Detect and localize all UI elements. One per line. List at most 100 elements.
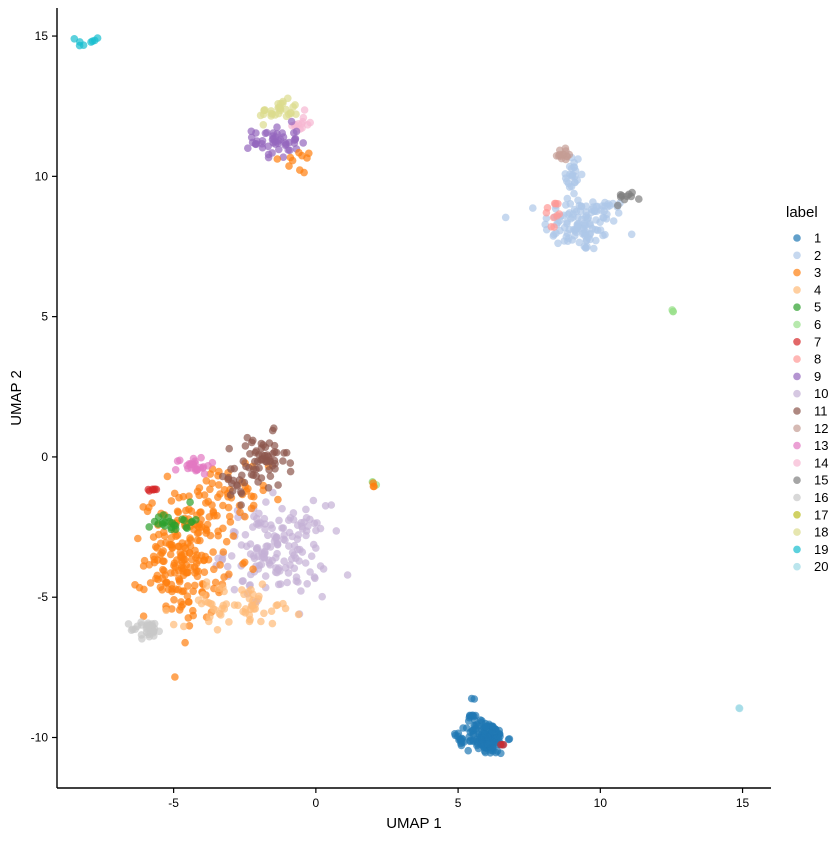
legend-label: 18: [814, 525, 828, 540]
point-cluster-3: [241, 512, 249, 521]
y-tick-label: 5: [41, 310, 48, 324]
point-cluster-10: [343, 571, 352, 579]
point-cluster-11: [286, 467, 295, 476]
point-cluster-1: [481, 748, 490, 757]
point-cluster-2: [574, 196, 582, 205]
legend-swatch: [793, 424, 801, 433]
legend-swatch: [793, 407, 801, 415]
point-cluster-11: [268, 461, 277, 470]
point-cluster-11: [270, 441, 279, 450]
point-cluster-10: [290, 564, 299, 573]
point-cluster-3: [273, 155, 282, 163]
point-cluster-10: [301, 559, 310, 567]
point-cluster-1: [468, 711, 476, 720]
point-cluster-5: [182, 523, 190, 532]
legend-label: 8: [814, 352, 821, 367]
point-cluster-11: [251, 457, 259, 466]
point-cluster-16: [149, 627, 158, 636]
point-cluster-4: [268, 619, 277, 628]
point-cluster-18: [285, 110, 293, 119]
point-cluster-11: [238, 471, 246, 480]
point-cluster-11: [245, 463, 253, 472]
point-cluster-3: [197, 508, 205, 516]
point-cluster-3: [181, 638, 189, 647]
legend-item-6: 6: [793, 317, 821, 332]
point-cluster-2: [542, 214, 551, 223]
point-cluster-4: [169, 620, 178, 629]
y-axis-title: UMAP 2: [8, 370, 25, 426]
point-cluster-2: [563, 194, 572, 203]
point-cluster-10: [302, 505, 310, 514]
point-cluster-4: [215, 609, 224, 618]
point-cluster-3: [167, 534, 176, 542]
point-cluster-10: [283, 578, 292, 587]
legend-label: 20: [814, 559, 828, 574]
legend-label: 12: [814, 421, 828, 436]
point-cluster-11: [261, 443, 270, 452]
point-cluster-5: [180, 516, 188, 524]
point-cluster-10: [289, 515, 298, 524]
point-cluster-16: [129, 625, 137, 634]
point-cluster-10: [285, 542, 293, 550]
point-cluster-11: [243, 433, 252, 442]
point-cluster-11: [251, 448, 260, 457]
point-cluster-4: [225, 618, 233, 626]
point-cluster-3: [197, 516, 205, 524]
point-cluster-3: [158, 549, 166, 557]
point-cluster-4: [273, 601, 282, 609]
point-cluster-3: [179, 587, 188, 595]
point-cluster-3: [225, 570, 233, 578]
point-cluster-2: [627, 230, 636, 239]
legend-label: 17: [814, 507, 828, 522]
point-cluster-3: [149, 533, 158, 541]
point-cluster-14: [300, 106, 309, 114]
point-cluster-3: [300, 168, 308, 177]
point-cluster-9: [290, 129, 298, 137]
point-cluster-10: [293, 535, 302, 543]
point-cluster-11: [226, 491, 235, 499]
point-cluster-10: [262, 542, 271, 551]
point-cluster-3: [184, 582, 192, 590]
legend-item-17: 17: [793, 507, 828, 522]
point-cluster-3: [215, 481, 223, 489]
point-cluster-11: [274, 481, 282, 489]
point-cluster-10: [306, 568, 314, 576]
point-cluster-11: [264, 484, 273, 492]
point-cluster-3: [157, 539, 165, 548]
point-cluster-4: [180, 622, 188, 631]
point-cluster-10: [250, 554, 259, 563]
legend-item-13: 13: [793, 438, 828, 453]
point-cluster-3: [134, 534, 142, 543]
point-cluster-5: [167, 525, 176, 534]
point-cluster-18: [279, 97, 287, 106]
point-cluster-1: [469, 731, 478, 739]
point-cluster-11: [237, 501, 245, 509]
point-cluster-2: [582, 237, 591, 245]
point-cluster-10: [223, 562, 232, 571]
point-cluster-9: [273, 123, 281, 131]
point-cluster-3: [295, 148, 303, 157]
point-cluster-3: [139, 562, 148, 570]
point-cluster-3: [149, 552, 158, 561]
point-cluster-4: [249, 590, 257, 599]
point-cluster-13: [171, 466, 180, 474]
legend-item-7: 7: [793, 334, 821, 349]
legend-swatch: [793, 303, 801, 312]
point-cluster-3: [208, 479, 216, 488]
point-cluster-10: [332, 527, 341, 535]
point-cluster-2: [556, 226, 564, 235]
point-cluster-5: [165, 517, 174, 526]
point-cluster-3: [229, 532, 238, 540]
point-cluster-8: [554, 200, 562, 208]
y-tick-label: 15: [35, 29, 49, 43]
legend-label: 13: [814, 438, 828, 453]
point-cluster-10: [274, 565, 282, 574]
point-cluster-3: [274, 495, 282, 504]
point-cluster-4: [260, 609, 268, 618]
point-cluster-2: [602, 215, 611, 223]
point-cluster-13: [197, 453, 205, 462]
point-cluster-8: [550, 223, 558, 231]
x-tick-label: 5: [455, 796, 462, 810]
point-cluster-18: [275, 103, 283, 112]
